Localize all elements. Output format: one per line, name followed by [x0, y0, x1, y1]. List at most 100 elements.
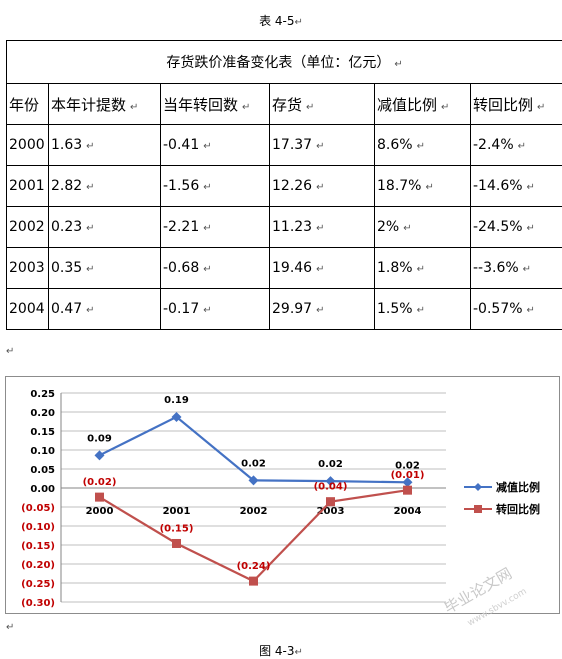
y-tick-label: 0.25 [30, 389, 55, 400]
legend-marker-square [474, 505, 482, 513]
x-tick-label: 2002 [240, 506, 268, 517]
return-mark: ↵ [203, 305, 211, 316]
y-tick-label: (0.20) [21, 560, 55, 571]
table-cell: 29.97↵ [270, 289, 375, 330]
return-mark: ↵ [523, 264, 531, 275]
return-mark: ↵ [203, 264, 211, 275]
return-mark: ↵ [295, 647, 303, 658]
return-mark: ↵ [295, 17, 303, 28]
return-mark: ↵ [537, 102, 545, 113]
return-mark: ↵ [518, 141, 526, 152]
data-label: (0.04) [314, 482, 348, 493]
return-mark: ↵ [130, 102, 138, 113]
return-mark: ↵ [86, 141, 94, 152]
y-tick-label: (0.05) [21, 503, 55, 514]
legend-label: 转回比例 [496, 502, 540, 516]
table-cell: -14.6%↵ [471, 166, 562, 207]
return-mark: ↵ [203, 182, 211, 193]
data-label: 0.02 [318, 459, 343, 470]
header-cell: 当年转回数↵ [161, 84, 270, 125]
data-point-square [249, 577, 258, 586]
return-mark: ↵ [306, 102, 314, 113]
paragraph-mark: ↵ [6, 346, 14, 357]
table-cell: 0.23↵ [49, 207, 161, 248]
table-cell: 2002 [7, 207, 49, 248]
table-cell: 2003 [7, 248, 49, 289]
y-tick-label: 0.15 [30, 427, 55, 438]
return-mark: ↵ [316, 305, 324, 316]
return-mark: ↵ [316, 264, 324, 275]
table-cell: 2000 [7, 125, 49, 166]
return-mark: ↵ [316, 223, 324, 234]
data-label: (0.02) [83, 477, 117, 488]
table-title: 存货跌价准备变化表（单位：亿元） [166, 55, 390, 71]
x-tick-label: 2000 [86, 506, 114, 517]
legend-marker-diamond [474, 483, 482, 491]
table-cell: 0.35↵ [49, 248, 161, 289]
return-mark: ↵ [527, 305, 535, 316]
data-point-square [172, 539, 181, 548]
header-cell: 年份 [7, 84, 49, 125]
data-label: 0.09 [87, 433, 112, 444]
figure-caption: 图 4-3↵ [0, 642, 562, 659]
table-cell: 8.6%↵ [375, 125, 471, 166]
return-mark: ↵ [86, 264, 94, 275]
table-title-row: 存货跌价准备变化表（单位：亿元） ↵ [7, 41, 562, 84]
data-label: (0.01) [391, 470, 425, 481]
return-mark: ↵ [403, 223, 411, 234]
return-mark: ↵ [441, 102, 449, 113]
return-mark: ↵ [527, 182, 535, 193]
table-cell: 17.37↵ [270, 125, 375, 166]
table-caption: 表 4-5↵ [0, 12, 562, 29]
return-mark: ↵ [394, 59, 402, 70]
data-point-square [95, 493, 104, 502]
table-cell: -24.5%↵ [471, 207, 562, 248]
data-label: (0.15) [160, 523, 194, 534]
return-mark: ↵ [86, 305, 94, 316]
y-tick-label: 0.20 [30, 408, 55, 419]
table-header-row: 年份 本年计提数↵ 当年转回数↵ 存货↵ 减值比例↵ 转回比例↵ [7, 84, 562, 125]
data-point-diamond [95, 450, 105, 460]
paragraph-mark: ↵ [6, 622, 14, 633]
return-mark: ↵ [417, 141, 425, 152]
data-label: 0.02 [241, 458, 266, 469]
y-tick-label: (0.25) [21, 579, 55, 590]
table-cell: 1.8%↵ [375, 248, 471, 289]
return-mark: ↵ [417, 264, 425, 275]
data-point-square [403, 486, 412, 495]
y-tick-label: 0.10 [30, 446, 55, 457]
table-cell: 0.47↵ [49, 289, 161, 330]
table-cell: -0.41↵ [161, 125, 270, 166]
table-cell: -0.57%↵ [471, 289, 562, 330]
x-tick-label: 2004 [394, 506, 422, 517]
header-cell: 减值比例↵ [375, 84, 471, 125]
line-chart: 0.250.200.150.100.050.00(0.05)(0.10)(0.1… [6, 377, 559, 613]
table-cell: 2001 [7, 166, 49, 207]
header-cell: 存货↵ [270, 84, 375, 125]
y-tick-label: (0.10) [21, 522, 55, 533]
table-cell: 18.7%↵ [375, 166, 471, 207]
return-mark: ↵ [203, 223, 211, 234]
table-cell: -0.68↵ [161, 248, 270, 289]
header-cell: 本年计提数↵ [49, 84, 161, 125]
table-cell: 19.46↵ [270, 248, 375, 289]
y-tick-label: 0.05 [30, 465, 55, 476]
return-mark: ↵ [242, 102, 250, 113]
y-tick-label: (0.30) [21, 598, 55, 609]
table-cell: 2%↵ [375, 207, 471, 248]
y-tick-label: (0.15) [21, 541, 55, 552]
return-mark: ↵ [86, 182, 94, 193]
table-cell: -2.4%↵ [471, 125, 562, 166]
table-cell: 12.26↵ [270, 166, 375, 207]
inventory-table: 存货跌价准备变化表（单位：亿元） ↵ 年份 本年计提数↵ 当年转回数↵ 存货↵ 减… [6, 40, 562, 330]
return-mark: ↵ [417, 305, 425, 316]
table-cell: 2.82↵ [49, 166, 161, 207]
data-label: 0.19 [164, 395, 189, 406]
data-point-square [326, 497, 335, 506]
table-cell: 2004 [7, 289, 49, 330]
table-cell: -1.56↵ [161, 166, 270, 207]
